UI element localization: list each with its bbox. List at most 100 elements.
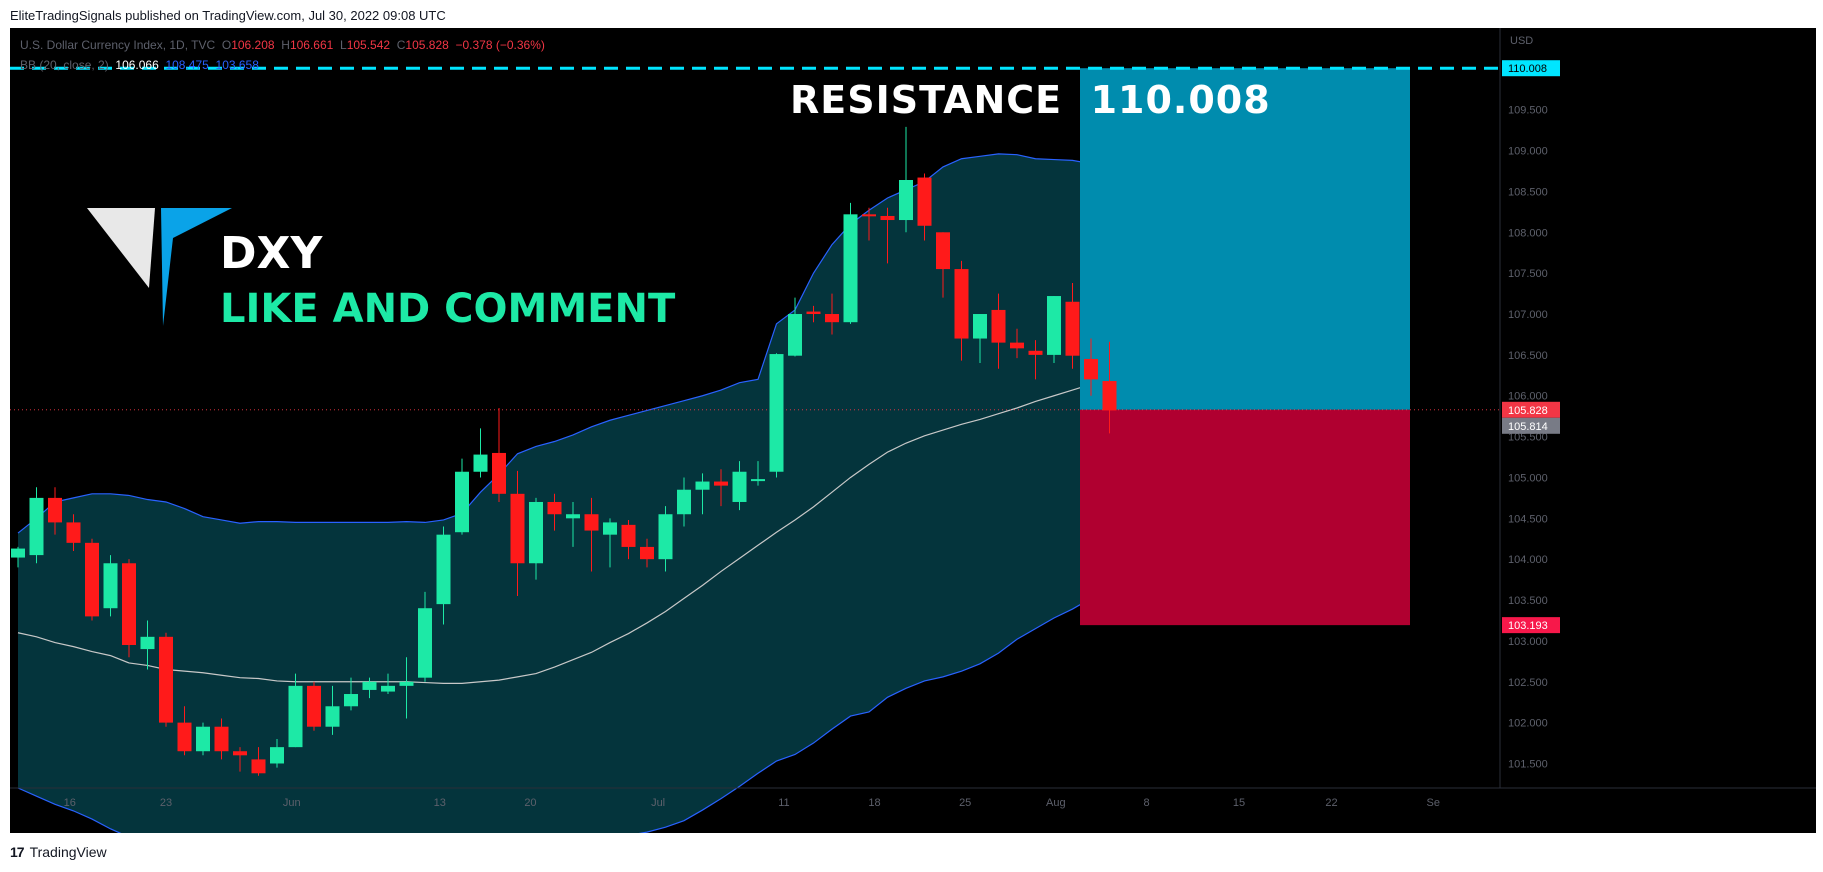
- candle-body: [473, 454, 488, 472]
- candle-body: [1010, 342, 1024, 349]
- candle-body: [362, 681, 377, 690]
- candle-body: [436, 534, 451, 605]
- ticker-annotation: DXY: [220, 228, 323, 279]
- bb-basis-value: 106.066: [115, 58, 159, 72]
- candle: [29, 487, 44, 564]
- y-tick-label: 109.000: [1508, 146, 1548, 158]
- low-label: L: [340, 38, 347, 52]
- low-value: 105.542: [346, 38, 391, 52]
- candle-body: [566, 514, 580, 519]
- basis-price-label-text: 105.814: [1508, 421, 1548, 433]
- chart-frame[interactable]: USD 109.500 109.000 108.500 108.000 107.500 10…: [10, 28, 1816, 833]
- candle-body: [140, 636, 155, 650]
- candle: [880, 207, 895, 264]
- candle: [621, 519, 636, 560]
- y-axis-label: USD: [1510, 35, 1533, 47]
- candle-body: [751, 479, 765, 482]
- resistance-annotation: RESISTANCE 110.008: [790, 78, 1271, 122]
- x-tick-label: 20: [524, 797, 536, 809]
- candle-body: [492, 452, 506, 494]
- candle-body: [29, 497, 44, 556]
- candle-body: [66, 522, 81, 543]
- resistance-price-label-text: 110.008: [1508, 63, 1547, 75]
- candle-body: [769, 354, 784, 472]
- candle-body: [1084, 358, 1098, 380]
- candle: [843, 202, 858, 324]
- candlestick-chart[interactable]: USD 109.500 109.000 108.500 108.000 107.500 10…: [10, 28, 1816, 833]
- x-tick-label: 11: [778, 797, 789, 809]
- candle-body: [510, 493, 525, 564]
- candle: [603, 518, 617, 568]
- change-value: −0.378 (−0.36%): [455, 38, 545, 52]
- candle-body: [973, 314, 987, 339]
- candle-body: [288, 685, 303, 748]
- y-tick-label: 108.000: [1508, 227, 1548, 239]
- candle-body: [103, 563, 118, 609]
- resistance-price-label-bg: [1502, 60, 1560, 77]
- candle: [85, 538, 99, 621]
- candle: [1065, 282, 1080, 369]
- publish-caption: EliteTradingSignals published on Trading…: [10, 8, 446, 23]
- y-tick-label: 107.000: [1508, 309, 1548, 321]
- candle: [399, 657, 414, 719]
- candle: [936, 232, 950, 298]
- candle-body: [418, 608, 432, 678]
- x-tick-label: 25: [959, 797, 971, 809]
- candle: [140, 620, 155, 670]
- candle: [917, 173, 932, 241]
- candle: [547, 493, 562, 531]
- x-tick-label: Aug: [1046, 797, 1066, 809]
- candle: [233, 747, 247, 772]
- candle: [381, 673, 395, 695]
- candle-body: [344, 694, 358, 707]
- tradingview-footer[interactable]: 17 TradingView: [10, 840, 107, 864]
- candle: [862, 207, 876, 241]
- x-tick-label: 8: [1143, 797, 1149, 809]
- candle-body: [954, 269, 969, 339]
- candle: [344, 677, 358, 711]
- candle-body: [825, 314, 839, 323]
- candle: [954, 260, 969, 361]
- tradingview-logo-icon: 17: [10, 844, 25, 860]
- candle: [270, 738, 284, 768]
- candle-body: [621, 524, 636, 547]
- candle: [899, 126, 913, 233]
- y-tick-label: 102.000: [1508, 718, 1548, 730]
- candle: [1028, 340, 1043, 380]
- candle-body: [399, 681, 414, 686]
- candle-body: [603, 522, 617, 535]
- candle-body: [640, 546, 654, 560]
- candle: [66, 514, 81, 552]
- candle-body: [214, 726, 229, 752]
- candle-body: [991, 309, 1006, 343]
- candle-body: [880, 215, 895, 221]
- candle: [806, 305, 821, 323]
- bb-upper-value: 108.475: [165, 58, 209, 72]
- candle-body: [48, 497, 62, 523]
- candle-body: [732, 471, 747, 502]
- y-tick-label: 108.500: [1508, 186, 1548, 198]
- candle-body: [862, 214, 876, 217]
- candle: [658, 506, 673, 572]
- x-tick-label: 23: [160, 797, 172, 809]
- candle: [492, 408, 506, 502]
- symbol-name: U.S. Dollar Currency Index, 1D, TVC: [20, 38, 216, 52]
- candle-body: [1102, 381, 1117, 411]
- candle: [1010, 328, 1024, 359]
- y-tick-label: 106.000: [1508, 391, 1548, 403]
- candle: [991, 293, 1006, 369]
- candle: [362, 677, 377, 699]
- candle: [325, 685, 340, 735]
- high-label: H: [281, 38, 290, 52]
- candle: [1102, 341, 1117, 434]
- candle: [732, 461, 747, 511]
- candle-body: [1028, 350, 1043, 355]
- candle-body: [1065, 301, 1080, 356]
- candle-body: [677, 489, 691, 515]
- last-price-label: 105.828: [1502, 401, 1560, 418]
- candle-body: [584, 514, 599, 531]
- candle-body: [899, 180, 913, 221]
- candle: [640, 538, 654, 568]
- candle: [455, 458, 469, 535]
- candle: [159, 632, 173, 727]
